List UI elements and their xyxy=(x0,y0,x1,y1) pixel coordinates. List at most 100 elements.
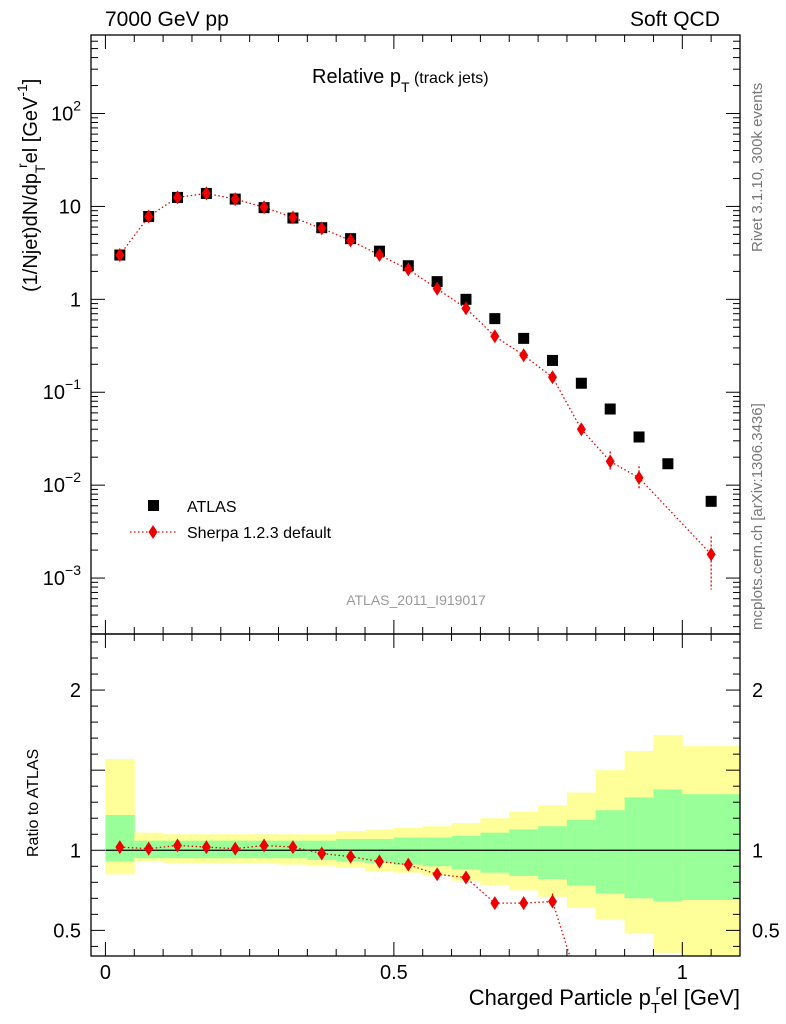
x-axis-label-sup: r xyxy=(656,982,661,999)
atlas-point xyxy=(431,276,443,288)
uncertainty-band-inner xyxy=(566,819,597,886)
x-tick-label: 1 xyxy=(677,962,688,984)
y-tick-base: 10 xyxy=(51,104,73,126)
y-axis-label-sup: r xyxy=(14,163,30,168)
y-axis-label-rest: el [GeV xyxy=(20,96,42,163)
sherpa-point xyxy=(346,233,356,248)
y-tick-label: 10−1 xyxy=(43,376,81,404)
sherpa-point xyxy=(490,329,500,344)
y-tick-exponent: −1 xyxy=(65,376,81,392)
y-tick-base: 10 xyxy=(43,568,65,590)
y-tick-label: 1 xyxy=(70,289,81,311)
y-axis-label-main: (1/Njet)dN/dp xyxy=(20,173,42,292)
uncertainty-band-inner xyxy=(480,832,510,873)
header-right: Soft QCD xyxy=(630,8,720,31)
ratio-sherpa-point xyxy=(259,838,269,853)
y-tick-base: 10 xyxy=(43,475,65,497)
ratio-sherpa-point xyxy=(374,854,384,869)
atlas-point xyxy=(489,313,501,325)
sherpa-point xyxy=(259,200,269,215)
ratio-sherpa-point xyxy=(490,896,500,911)
y-tick-exponent: −2 xyxy=(65,469,81,485)
atlas-point xyxy=(662,458,674,470)
uncertainty-band-inner xyxy=(105,815,135,862)
sherpa-point xyxy=(144,209,154,224)
ratio-sherpa-point xyxy=(548,894,558,909)
analysis-watermark: ATLAS_2011_I919017 xyxy=(346,592,486,608)
ratio-sherpa-point xyxy=(144,841,154,856)
sherpa-point xyxy=(634,470,644,485)
ratio-sherpa-point xyxy=(519,896,529,911)
legend-sherpa-marker xyxy=(148,525,158,539)
chart-title-extra: (track jets) xyxy=(410,70,489,87)
sherpa-point xyxy=(403,262,413,277)
chart-title: Relative pT (track jets) xyxy=(312,66,489,95)
uncertainty-band-inner xyxy=(509,829,539,876)
y-tick-base: 10 xyxy=(43,382,65,404)
y-tick-exponent: 2 xyxy=(73,98,81,114)
uncertainty-band-inner xyxy=(538,826,568,880)
ratio-sherpa-point xyxy=(288,840,298,855)
x-axis-label-main: Charged Particle p xyxy=(469,985,651,1010)
ratio-y-axis-label: Ratio to ATLAS xyxy=(25,749,42,857)
legend-atlas-label: ATLAS xyxy=(187,499,237,516)
sherpa-point xyxy=(605,454,615,469)
ratio-sherpa-point xyxy=(346,849,356,864)
x-tick-label: 0 xyxy=(100,962,111,984)
atlas-point xyxy=(547,354,559,366)
y-tick-label: 102 xyxy=(51,98,81,126)
y-tick-base: 1 xyxy=(70,289,81,311)
y-tick-label: 10 xyxy=(59,196,81,218)
x-axis-label-sub: T xyxy=(651,1000,660,1017)
ratio-y-tick-label-right: 2 xyxy=(752,680,763,702)
x-axis-label-tail: el [GeV] xyxy=(661,985,740,1010)
ratio-sherpa-point xyxy=(173,838,183,853)
header-left: 7000 GeV pp xyxy=(105,8,229,31)
y-tick-exponent: −3 xyxy=(65,562,81,578)
ratio-y-tick-label-left: 1 xyxy=(70,840,81,862)
main-panel-frame xyxy=(90,34,741,635)
ratio-panel-frame xyxy=(90,633,741,957)
sherpa-point xyxy=(461,301,471,316)
y-tick-label: 10−2 xyxy=(43,469,81,497)
ratio-sherpa-point xyxy=(115,840,125,855)
ratio-y-tick-label-left: 2 xyxy=(70,680,81,702)
y-axis-label-sub: T xyxy=(32,164,48,173)
y-tick-base: 10 xyxy=(59,196,81,218)
ratio-sherpa-point xyxy=(230,841,240,856)
y-axis-label-close: ] xyxy=(20,79,42,85)
sherpa-point xyxy=(201,186,211,201)
sherpa-point xyxy=(230,192,240,207)
y-axis-label-exp: -1 xyxy=(14,84,30,97)
uncertainty-band-inner xyxy=(624,797,654,899)
legend-atlas-marker xyxy=(148,500,159,511)
ratio-y-tick-label-right: 0.5 xyxy=(752,920,780,942)
ratio-sherpa-point xyxy=(403,857,413,872)
sherpa-point xyxy=(317,221,327,236)
sherpa-point xyxy=(432,281,442,296)
uncertainty-band-inner xyxy=(451,835,481,870)
sherpa-point xyxy=(374,248,384,263)
sherpa-point xyxy=(173,190,183,205)
ratio-sherpa-point xyxy=(461,870,471,885)
sherpa-point xyxy=(519,348,529,363)
ratio-y-tick-label-left: 0.5 xyxy=(53,920,81,942)
uncertainty-band-inner xyxy=(682,794,741,900)
ratio-sherpa-point xyxy=(432,867,442,882)
uncertainty-band-inner xyxy=(595,810,626,894)
uncertainty-band-inner xyxy=(653,789,683,902)
chart-title-subscript: T xyxy=(401,79,410,95)
y-tick-label: 10−3 xyxy=(43,562,81,590)
sherpa-point xyxy=(576,422,586,437)
atlas-point xyxy=(633,431,645,443)
atlas-point xyxy=(575,377,587,389)
y-axis-label: (1/Njet)dN/dpTrel [GeV-1] xyxy=(14,79,48,292)
x-axis-label: Charged Particle pTrel [GeV] xyxy=(469,982,740,1017)
sherpa-point xyxy=(548,370,558,385)
atlas-point xyxy=(460,293,472,305)
sherpa-point xyxy=(115,248,125,263)
uncertainty-band-inner xyxy=(422,837,453,867)
atlas-point xyxy=(705,495,717,507)
x-tick-label: 0.5 xyxy=(380,962,408,984)
